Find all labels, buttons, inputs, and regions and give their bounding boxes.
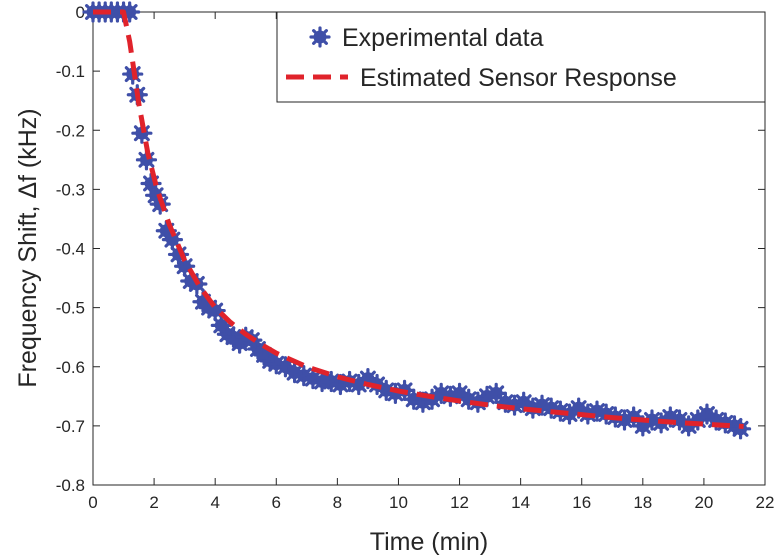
y-tick-label: -0.5	[56, 299, 85, 318]
legend-marker-point	[309, 26, 331, 48]
data-point	[485, 382, 507, 404]
legend-label-estimated: Estimated Sensor Response	[360, 64, 677, 92]
y-tick-label: -0.8	[56, 476, 85, 495]
x-tick-label: 22	[756, 493, 775, 512]
y-tick-label: -0.7	[56, 417, 85, 436]
legend-box	[276, 11, 766, 103]
data-point	[131, 122, 153, 144]
x-tick-label: 6	[272, 493, 281, 512]
x-tick-label: 20	[694, 493, 713, 512]
series-line-estimated	[93, 9, 744, 429]
x-axis-label: Time (min)	[370, 528, 489, 556]
x-tick-label: 12	[450, 493, 469, 512]
x-tick-label: 14	[511, 493, 530, 512]
x-tick-label: 2	[149, 493, 158, 512]
y-axis-label: Frequency Shift, Δf (kHz)	[14, 108, 42, 387]
x-tick-label: 4	[210, 493, 219, 512]
line-series	[93, 9, 744, 429]
x-tick-label: 10	[389, 493, 408, 512]
legend-marker-experimental	[309, 26, 331, 48]
legend-label-experimental: Experimental data	[342, 24, 544, 52]
y-tick-label: -0.6	[56, 358, 85, 377]
x-axis: 0 2 4 6 8 10 12 14 16 18 20 22	[88, 12, 774, 512]
y-tick-label: -0.3	[56, 180, 85, 199]
data-point	[595, 403, 617, 425]
y-tick-label: -0.4	[56, 240, 85, 259]
y-axis: 0 -0.1 -0.2 -0.3 -0.4 -0.5 -0.6 -0.7 -0.8	[56, 3, 765, 495]
x-tick-label: 0	[88, 493, 97, 512]
data-point	[216, 323, 238, 345]
x-tick-label: 16	[572, 493, 591, 512]
y-tick-label: -0.1	[56, 62, 85, 81]
x-tick-label: 8	[333, 493, 342, 512]
y-tick-label: 0	[76, 3, 85, 22]
data-point	[568, 397, 590, 419]
x-tick-label: 18	[633, 493, 652, 512]
legend: Experimental data Estimated Sensor Respo…	[276, 11, 766, 103]
y-tick-label: -0.2	[56, 121, 85, 140]
data-point	[729, 418, 752, 440]
